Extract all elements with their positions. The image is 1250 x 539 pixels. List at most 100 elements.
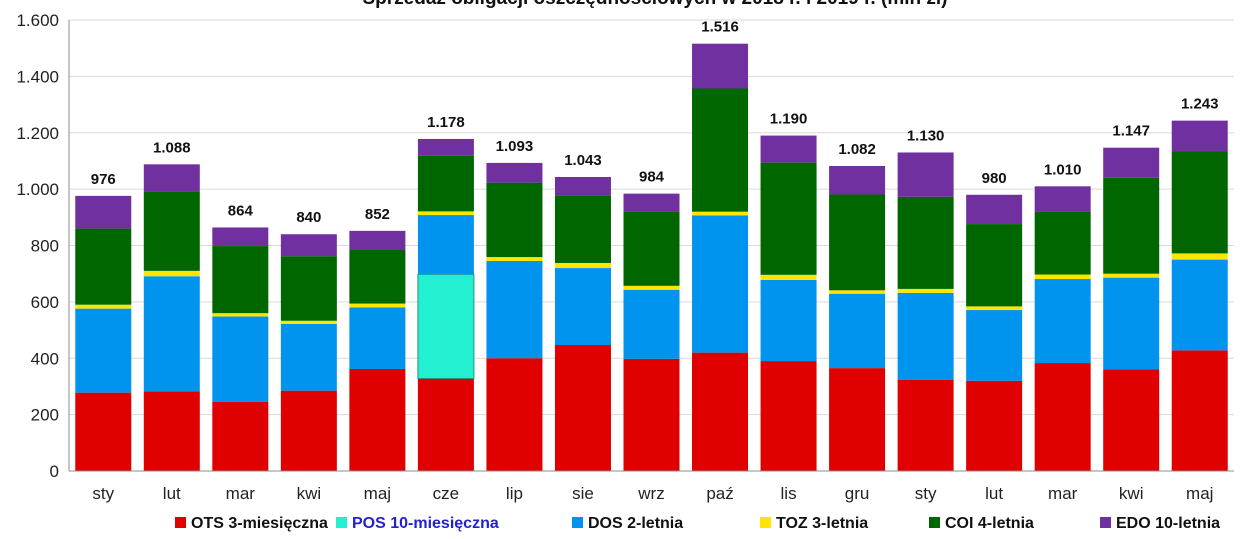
bar-segment-dos [349, 307, 406, 369]
bar-total-label: 1.130 [907, 127, 945, 144]
legend-label: POS 10-miesięczna [352, 515, 499, 532]
bar-total-label: 1.243 [1181, 96, 1219, 113]
bar-total-label: 1.043 [564, 152, 602, 169]
bar-total-label: 976 [91, 171, 116, 188]
bar-segment-toz [212, 313, 269, 317]
bar-segment-ots [760, 361, 817, 471]
bar-segment-coi [417, 155, 474, 212]
bar-segment-edo [417, 138, 474, 156]
bar-segment-edo [486, 162, 543, 183]
x-tick-label: mar [1048, 484, 1078, 503]
bar-segment-ots [349, 368, 406, 471]
bar-segment-dos [1171, 259, 1228, 351]
bar-segment-dos [623, 289, 680, 359]
bar-segment-dos [280, 323, 337, 391]
bar-total-label: 1.093 [496, 138, 534, 155]
bar-segment-coi [1034, 211, 1091, 275]
bar-segment-coi [554, 195, 611, 263]
bar-segment-ots [692, 352, 749, 471]
bar-total-label: 980 [982, 170, 1007, 187]
bar-segment-ots [417, 378, 474, 471]
bar-segment-ots [75, 392, 132, 471]
legend-label: COI 4-letnia [945, 515, 1034, 532]
bar-segment-ots [554, 345, 611, 471]
bar-segment-dos [486, 261, 543, 359]
bar-segment-edo [1103, 147, 1160, 178]
bar-segment-toz [349, 303, 406, 308]
bar-segment-coi [966, 224, 1023, 307]
x-tick-label: wrz [637, 484, 664, 503]
bar-segment-coi [75, 228, 132, 305]
bar-segment-dos [417, 215, 474, 275]
bar-total-label: 1.178 [427, 114, 465, 131]
bar-segment-toz [1103, 273, 1160, 278]
bar-total-label: 1.088 [153, 139, 191, 156]
bar-segment-edo [760, 135, 817, 163]
bar-segment-pos [417, 273, 475, 380]
bar-total-label: 984 [639, 169, 665, 186]
bar-segment-ots [486, 358, 543, 471]
y-tick-label: 1.000 [16, 180, 59, 199]
axes: 0 200 400 600 800 1.000 1.200 1.400 1.600 sty lut m… [16, 11, 1234, 503]
legend-label: TOZ 3-letnia [776, 515, 868, 532]
bar-total-label: 1.147 [1112, 123, 1150, 140]
bar-segment-coi [349, 250, 406, 304]
bar-segment-dos [829, 293, 886, 369]
bar-segment-coi [280, 256, 337, 321]
x-tick-label: sie [572, 484, 594, 503]
y-tick-label: 1.200 [16, 124, 59, 143]
bar-segment-toz [1171, 253, 1228, 260]
bar-segment-ots [897, 379, 954, 471]
bar-segment-toz [829, 290, 886, 294]
bar-segment-coi [760, 162, 817, 275]
bar-segment-ots [1103, 369, 1160, 471]
bar-segment-edo [897, 152, 954, 197]
bar-total-label: 1.010 [1044, 161, 1082, 178]
legend: OTS 3-miesięczna POS 10-miesięczna DOS 2-l… [175, 515, 1220, 532]
x-tick-label: cze [433, 484, 459, 503]
bar-segment-edo [554, 177, 611, 196]
bar-segment-edo [212, 227, 269, 247]
legend-swatch [760, 517, 771, 528]
bar-segment-dos [143, 276, 200, 392]
bar-segment-edo [1034, 186, 1091, 212]
y-tick-label: 800 [31, 237, 59, 256]
bar-segment-dos [966, 310, 1023, 381]
bar-total-label: 1.082 [838, 141, 876, 158]
y-tick-label: 600 [31, 293, 59, 312]
bar-segment-ots [212, 401, 269, 471]
bar-segment-toz [897, 288, 954, 293]
bar-segment-dos [897, 292, 954, 380]
legend-label: DOS 2-letnia [588, 515, 683, 532]
bar-segment-toz [143, 270, 200, 277]
bar-segment-ots [966, 380, 1023, 471]
bar-segment-coi [897, 196, 954, 289]
legend-swatch [929, 517, 940, 528]
x-tick-label: maj [1186, 484, 1213, 503]
bar-segment-ots [623, 358, 680, 471]
bar-segment-coi [486, 182, 543, 258]
y-tick-label: 1.600 [16, 11, 59, 30]
legend-label: OTS 3-miesięczna [191, 515, 328, 532]
bar-segment-toz [554, 262, 611, 269]
bar-segment-coi [143, 191, 200, 271]
bar-segment-edo [143, 164, 200, 192]
bar-segment-edo [349, 230, 406, 251]
bar-total-label: 864 [228, 202, 254, 219]
bar-segment-edo [1171, 120, 1228, 152]
legend-swatch [572, 517, 583, 528]
legend-swatch [336, 517, 347, 528]
legend-swatch [175, 517, 186, 528]
x-tick-label: paź [706, 484, 733, 503]
bar-segment-edo [280, 234, 337, 257]
bar-segment-toz [1034, 274, 1091, 280]
bar-segment-coi [829, 194, 886, 291]
chart-title: Sprzedaż obligacji oszczędnościowych w 2… [363, 0, 948, 9]
bar-segment-dos [212, 316, 269, 402]
x-tick-label: sty [92, 484, 114, 503]
bar-segment-toz [760, 274, 817, 280]
bar-segment-dos [692, 215, 749, 353]
bar-segment-toz [623, 285, 680, 290]
bar-segment-ots [1171, 350, 1228, 471]
x-tick-label: lis [781, 484, 797, 503]
